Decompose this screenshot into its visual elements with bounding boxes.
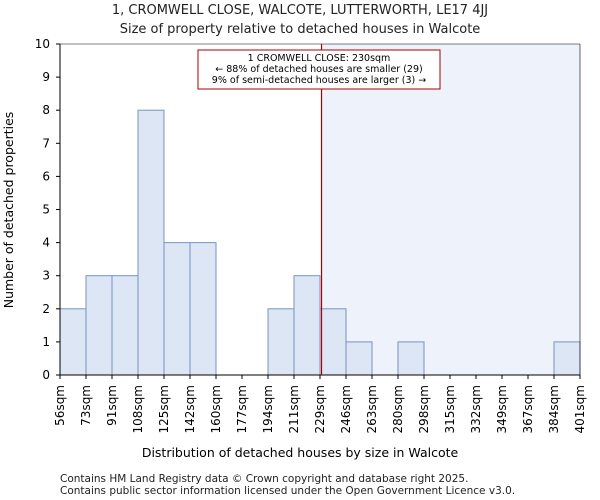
annotation-line-2: ← 88% of detached houses are smaller (29…	[215, 64, 422, 75]
y-tick-label-1: 1	[42, 335, 50, 349]
x-tick-label-229sqm: 229sqm	[313, 385, 327, 433]
x-tick-label-401sqm: 401sqm	[573, 385, 587, 433]
annotation-line-1: 1 CROMWELL CLOSE: 230sqm	[248, 53, 391, 64]
bar-280sqm	[397, 341, 425, 376]
x-axis-label: Distribution of detached houses by size …	[142, 445, 459, 460]
x-tick-label-194sqm: 194sqm	[261, 385, 275, 433]
x-tick-label-332sqm: 332sqm	[469, 385, 483, 433]
x-tick-label-211sqm: 211sqm	[287, 385, 301, 433]
bar-194sqm	[267, 308, 295, 376]
plot-area: 0 1 2 3 4 5 6 7 8 9 10 56sqm 73sqm 91sqm 108sqm 125sqm 1…	[35, 37, 587, 433]
bar-142sqm	[189, 242, 217, 376]
annotation-box: 1 CROMWELL CLOSE: 230sqm ← 88% of detach…	[197, 49, 441, 90]
y-tick-label-0: 0	[42, 368, 50, 382]
x-tick-label-263sqm: 263sqm	[365, 385, 379, 433]
bar-73sqm	[85, 275, 113, 376]
x-tick-label-56sqm: 56sqm	[53, 385, 67, 426]
x-tick-label-177sqm: 177sqm	[235, 385, 249, 433]
x-tick-label-246sqm: 246sqm	[339, 385, 353, 433]
y-tick-label-6: 6	[42, 169, 50, 183]
chart-title: 1, CROMWELL CLOSE, WALCOTE, LUTTERWORTH,…	[112, 3, 488, 18]
bar-91sqm	[111, 275, 139, 376]
x-tick-label-73sqm: 73sqm	[79, 385, 93, 426]
bar-384sqm	[553, 341, 581, 376]
x-tick-label-384sqm: 384sqm	[547, 385, 561, 433]
x-tick-label-367sqm: 367sqm	[521, 385, 535, 433]
x-tick-label-315sqm: 315sqm	[443, 385, 457, 433]
annotation-border	[197, 49, 441, 90]
footer-line-1: Contains HM Land Registry data © Crown c…	[60, 473, 468, 485]
y-tick-label-5: 5	[42, 203, 50, 217]
x-tick-label-125sqm: 125sqm	[157, 385, 171, 433]
bar-108sqm	[137, 109, 165, 376]
y-axis-label: Number of detached properties	[1, 112, 16, 309]
bar-125sqm	[163, 242, 191, 376]
y-tick-label-9: 9	[42, 70, 50, 84]
x-tick-label-91sqm: 91sqm	[105, 385, 119, 426]
y-tick-label-4: 4	[42, 236, 50, 250]
bar-56sqm	[59, 308, 87, 376]
chart-subtitle: Size of property relative to detached ho…	[120, 22, 481, 37]
x-tick-label-349sqm: 349sqm	[495, 385, 509, 433]
y-tick-label-10: 10	[35, 37, 50, 51]
y-tick-label-7: 7	[42, 136, 50, 150]
annotation-line-3: 9% of semi-detached houses are larger (3…	[212, 75, 426, 86]
x-tick-label-108sqm: 108sqm	[131, 385, 145, 433]
bar-211sqm	[293, 275, 321, 376]
x-tick-label-280sqm: 280sqm	[391, 385, 405, 433]
y-tick-label-3: 3	[42, 269, 50, 283]
x-tick-label-298sqm: 298sqm	[417, 385, 431, 433]
bar-246sqm	[345, 341, 373, 376]
highlight-region	[321, 44, 580, 375]
bar-229sqm	[319, 308, 347, 376]
y-tick-label-8: 8	[42, 103, 50, 117]
x-tick-label-160sqm: 160sqm	[209, 385, 223, 433]
x-tick-label-142sqm: 142sqm	[183, 385, 197, 433]
y-tick-label-2: 2	[42, 302, 50, 316]
footer-line-2: Contains public sector information licen…	[60, 485, 515, 497]
